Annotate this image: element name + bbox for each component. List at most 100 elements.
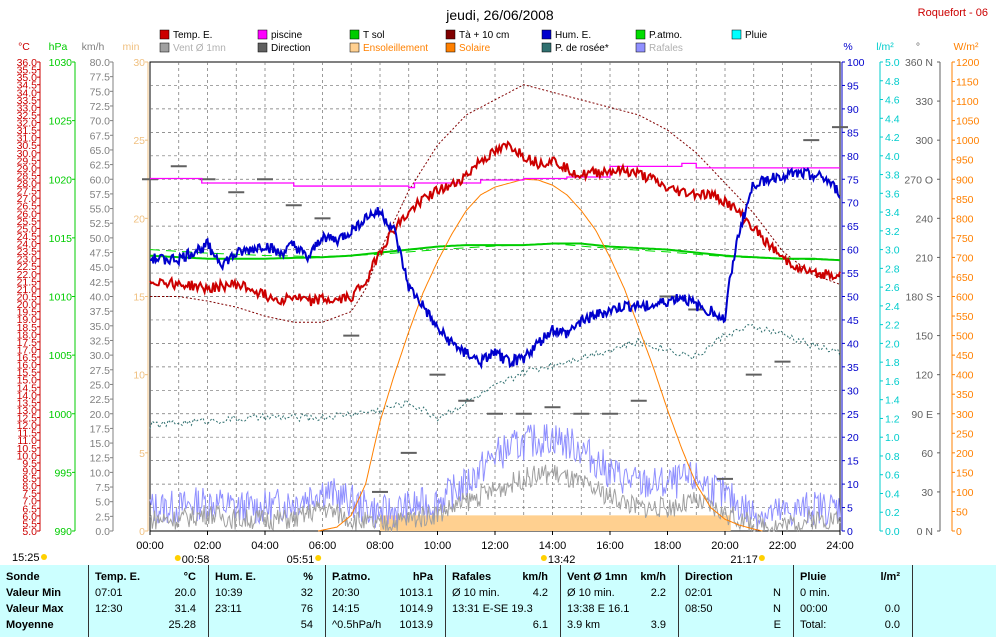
cell-value: 3.9 xyxy=(650,619,666,631)
rain-axis-tick-label: 1.0 xyxy=(885,432,900,444)
legend-label: Pluie xyxy=(745,30,768,41)
minutes-axis-tick-label: 0 xyxy=(139,526,145,538)
humidity-axis-tick-label: 55 xyxy=(847,268,859,280)
column-header: Direction xyxy=(685,569,787,585)
legend-label: T sol xyxy=(363,30,385,41)
series-line-rafales xyxy=(149,424,841,531)
column-unit: hPa xyxy=(412,571,433,583)
time-tick-label: 22:00 xyxy=(769,540,797,552)
temp-axis-tick-label: 8.0 xyxy=(22,481,37,493)
temp-axis-tick-label: 5.5 xyxy=(22,518,37,530)
cell-value: 1014.9 xyxy=(399,603,433,615)
cell-value: N xyxy=(773,603,781,615)
column-header: Vent Ø 1mn km/h xyxy=(567,569,672,585)
time-tick-label: 16:00 xyxy=(596,540,624,552)
temp-axis-tick-label: 6.0 xyxy=(22,511,37,523)
wind-axis-tick-label: 62.5 xyxy=(90,160,111,172)
pressure-axis-tick-label: 1000 xyxy=(49,409,73,421)
legend-swatch xyxy=(541,29,552,40)
cell-left: 08:50 xyxy=(685,603,713,615)
humidity-axis-tick-label: 5 xyxy=(847,503,853,515)
pressure-axis-unit: hPa xyxy=(49,41,68,53)
temp-axis-tick-label: 24.0 xyxy=(17,239,38,251)
table-column: Hum. E.% 10:39 32 23:11 76 54 xyxy=(208,565,325,637)
cell-left: 00:00 xyxy=(800,603,828,615)
column-header-label: Vent Ø 1mn xyxy=(567,571,628,583)
temp-axis-tick-label: 26.0 xyxy=(17,208,38,220)
wind-axis-tick-label: 52.5 xyxy=(90,218,111,230)
humidity-axis-tick-label: 10 xyxy=(847,479,859,491)
series-line-t-sol xyxy=(149,242,841,262)
column-unit: °C xyxy=(183,571,196,583)
time-tick-label: 24:00 xyxy=(826,540,854,552)
solar-axis-tick-label: 550 xyxy=(956,311,974,323)
row-label: Valeur Max xyxy=(6,603,64,615)
temp-axis-tick-label: 7.5 xyxy=(22,488,37,500)
solar-axis-tick-label: 1150 xyxy=(956,77,979,89)
summary-table: Sonde Valeur Min Valeur Max Moyenne Temp. E.… xyxy=(0,565,996,637)
legend-label: Solaire xyxy=(459,43,491,54)
solar-axis-tick-label: 350 xyxy=(956,389,974,401)
cell-left: 13:31 E-SE 19.3 xyxy=(452,603,533,615)
minutes-axis-tick-label: 5 xyxy=(139,448,145,460)
series-line-t-10-cm xyxy=(150,84,841,323)
legend-swatch xyxy=(541,42,552,53)
humidity-axis-tick-label: 75 xyxy=(847,174,859,186)
solar-axis-tick-label: 950 xyxy=(956,155,974,167)
pressure-axis-tick-label: 1020 xyxy=(49,174,73,186)
cell-value: 31.4 xyxy=(174,603,196,615)
temp-axis-tick-label: 32.0 xyxy=(17,118,38,130)
sunrise-marker xyxy=(315,555,322,561)
column-header: Temp. E. °C xyxy=(95,569,202,585)
cell-value: 6.1 xyxy=(532,619,548,631)
temp-axis-tick-label: 28.5 xyxy=(17,170,38,182)
pressure-axis-tick-label: 1030 xyxy=(49,57,73,69)
pressure-axis-tick-label: 1010 xyxy=(49,292,73,304)
solar-axis-tick-label: 450 xyxy=(956,350,974,362)
temp-axis-tick-label: 16.5 xyxy=(17,352,38,364)
cell-value: 4.2 xyxy=(532,587,548,599)
humidity-axis-unit: % xyxy=(843,41,852,53)
wind-axis-tick-label: 70.0 xyxy=(90,116,111,128)
table-cell-row: Ø 10 min. 2.2 xyxy=(567,585,672,601)
axes: 5.05.56.06.57.07.58.08.59.09.510.010.511… xyxy=(17,41,980,538)
minutes-axis-tick-label: 20 xyxy=(133,213,145,225)
cell-value: 76 xyxy=(300,603,313,615)
cell-value: 32 xyxy=(300,587,313,599)
solar-axis-tick-label: 1200 xyxy=(956,57,980,69)
wind-axis-tick-label: 50.0 xyxy=(90,233,111,245)
minutes-axis-unit: min xyxy=(123,41,140,53)
legend-label: Direction xyxy=(271,43,310,54)
humidity-axis-tick-label: 15 xyxy=(847,456,859,468)
direction-axis-tick-label: 30 xyxy=(921,487,933,499)
temp-axis-tick-label: 15.5 xyxy=(17,367,38,379)
temp-axis-tick-label: 14.0 xyxy=(17,390,38,402)
cell-value: 20.0 xyxy=(174,587,196,599)
direction-axis-tick-label: 90 E xyxy=(911,409,933,421)
temp-axis-tick-label: 24.5 xyxy=(17,231,38,243)
wind-axis-tick-label: 72.5 xyxy=(90,101,111,113)
column-unit: % xyxy=(303,571,313,583)
cell-left: 13:38 E 16.1 xyxy=(567,603,630,615)
series-line-temp-e- xyxy=(149,140,841,307)
cell-left: 0 min. xyxy=(800,587,830,599)
column-unit: km/h xyxy=(640,571,666,583)
column-header-label: Rafales xyxy=(452,571,492,583)
table-cell-row: 54 xyxy=(215,617,319,633)
time-tick-label: 12:00 xyxy=(481,540,509,552)
temp-axis-tick-label: 19.5 xyxy=(17,307,38,319)
direction-axis-tick-label: 360 N xyxy=(905,57,933,69)
table-cell-row: 23:11 76 xyxy=(215,601,319,617)
time-tick-label: 08:00 xyxy=(366,540,394,552)
temp-axis-tick-label: 10.5 xyxy=(17,443,38,455)
wind-axis-tick-label: 12.5 xyxy=(90,453,111,465)
legend-swatch xyxy=(159,29,170,40)
temp-axis-tick-label: 31.5 xyxy=(17,125,38,137)
solar-axis-tick-label: 700 xyxy=(956,252,974,264)
humidity-axis-tick-label: 35 xyxy=(847,362,859,374)
solar-axis-tick-label: 50 xyxy=(956,506,968,518)
table-cell-row: 0 min. xyxy=(800,585,906,601)
column-header: Rafales km/h xyxy=(452,569,554,585)
row-label: Sonde xyxy=(6,571,40,583)
wind-axis-tick-label: 55.0 xyxy=(90,204,111,216)
